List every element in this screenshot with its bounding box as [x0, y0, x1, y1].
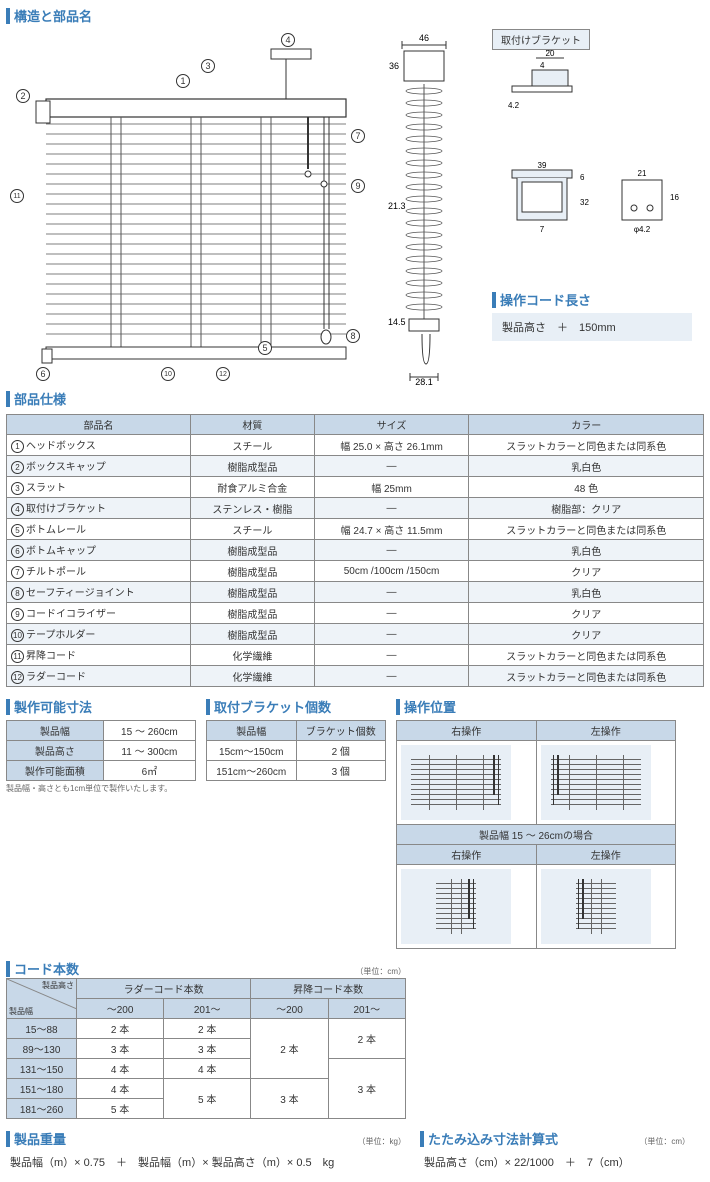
- fold-title: たたみ込み寸法計算式: [420, 1129, 558, 1148]
- fold-unit: （単位：cm）: [639, 1136, 690, 1147]
- svg-text:6: 6: [580, 173, 585, 182]
- svg-text:39: 39: [538, 161, 547, 170]
- op-position-table: 右操作左操作 製品幅 15 ～ 26cmの場合 右操作左操作: [396, 720, 676, 949]
- make-size-title: 製作可能寸法: [6, 697, 196, 716]
- svg-text:36: 36: [389, 61, 399, 71]
- fold-formula: 製品高さ（cm）× 22/1000 ＋ 7（cm）: [420, 1148, 690, 1176]
- svg-text:28.1: 28.1: [415, 377, 433, 387]
- svg-text:14.5: 14.5: [388, 317, 406, 327]
- svg-text:20: 20: [546, 50, 555, 58]
- parts-spec-title: 部品仕様: [6, 389, 704, 408]
- svg-text:4: 4: [540, 61, 545, 70]
- cord-count-table: 製品高さ 製品幅 ラダーコード本数 昇降コード本数 ～200201～ ～2002…: [6, 978, 406, 1119]
- parts-table: 部品名材質サイズカラー 1ヘッドボックススチール幅 25.0 × 高さ 26.1…: [6, 414, 704, 687]
- weight-title: 製品重量: [6, 1129, 66, 1148]
- weight-formula: 製品幅（m）× 0.75 ＋ 製品幅（m）× 製品高さ（m）× 0.5 kg: [6, 1148, 406, 1176]
- structure-diagram: 1 2 3 4 5 6 7 8 9 10 11 12: [6, 29, 376, 389]
- cord-count-title: コード本数: [6, 959, 79, 978]
- svg-text:21.3: 21.3: [388, 201, 406, 211]
- bracket-count-table: 製品幅ブラケット個数 15cm～150cm2 個151cm～260cm3 個: [206, 720, 386, 781]
- cord-length-title: 操作コード長さ: [492, 290, 692, 309]
- svg-text:21: 21: [638, 169, 647, 178]
- svg-text:16: 16: [670, 193, 679, 202]
- weight-unit: （単位：kg）: [358, 1136, 406, 1147]
- make-size-table: 製品幅15 ～ 260cm製品高さ11 ～ 300cm製作可能面積6㎡: [6, 720, 196, 781]
- op-position-title: 操作位置: [396, 697, 676, 716]
- bracket-count-title: 取付ブラケット個数: [206, 697, 386, 716]
- structure-title: 構造と部品名: [6, 6, 704, 25]
- svg-text:46: 46: [419, 33, 429, 43]
- make-size-note: 製品幅・高さとも1cm単位で製作いたします。: [6, 783, 196, 794]
- cord-count-unit: （単位：cm）: [355, 966, 406, 977]
- svg-text:32: 32: [580, 198, 589, 207]
- svg-text:φ4.2: φ4.2: [634, 225, 651, 234]
- svg-text:4.2: 4.2: [508, 101, 520, 110]
- cord-length-formula: 製品高さ ＋ 150mm: [492, 313, 692, 341]
- side-profile-diagram: 46 36 21.3 14.5 28.1: [384, 29, 484, 389]
- svg-text:7: 7: [540, 225, 545, 234]
- bracket-diagrams: 取付けブラケット 20 4 4.2 39 6 32 7: [492, 29, 692, 389]
